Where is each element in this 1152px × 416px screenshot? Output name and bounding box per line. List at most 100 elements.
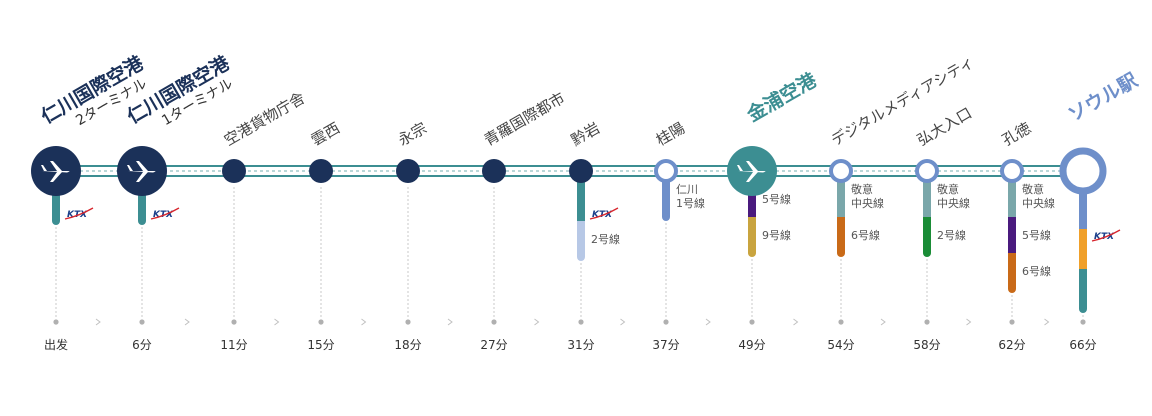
- travel-time: 15分: [307, 338, 334, 352]
- station-marker: [309, 159, 333, 183]
- station-marker: [396, 159, 420, 183]
- travel-time: 66分: [1069, 338, 1096, 352]
- travel-time: 49分: [738, 338, 765, 352]
- timeline-dot: [924, 319, 930, 325]
- station-list: KTX仁川国際空港2ターミナル出发KTX仁川国際空港1ターミナル6分空港貨物庁舎…: [31, 51, 1142, 352]
- airplane-wing-icon: [746, 172, 758, 182]
- timeline-arrow-icon: [705, 318, 711, 326]
- station-name: 空港貨物庁舎: [221, 89, 308, 150]
- airplane-wing-icon: [136, 172, 148, 182]
- station-5[interactable]: 永宗 18分: [394, 119, 430, 352]
- travel-time: 6分: [132, 338, 152, 352]
- travel-time: 31分: [567, 338, 594, 352]
- station-name-group: 孔徳: [999, 119, 1034, 150]
- connection-label: 2号線: [591, 232, 620, 246]
- connection-line-2: [748, 217, 756, 253]
- travel-time-axis: [53, 318, 1086, 326]
- travel-time: 54分: [827, 338, 854, 352]
- timeline-dot: [749, 319, 755, 325]
- timeline-arrow-icon: [1044, 318, 1050, 326]
- station-name: 雲西: [308, 119, 343, 150]
- timeline-dot: [139, 319, 145, 325]
- ktx-swoosh-icon: [1091, 229, 1121, 242]
- connection-cap: [1008, 285, 1016, 293]
- airplane-tail-icon: [737, 165, 743, 171]
- timeline-arrow-icon: [361, 318, 367, 326]
- station-name-group: 桂陽: [653, 119, 688, 150]
- terminal-station-marker: [1059, 147, 1107, 195]
- timeline-arrow-icon: [274, 318, 280, 326]
- connection-cap: [52, 217, 60, 225]
- station-name-group: デジタルメディアシティ: [828, 53, 977, 150]
- airplane-wing-icon: [50, 161, 62, 171]
- station-6[interactable]: 青羅国際都市 27分: [480, 89, 568, 352]
- timeline-dot: [578, 319, 584, 325]
- station-9[interactable]: 5号線 9号線 金浦空港 49分: [727, 68, 821, 352]
- station-name: ソウル駅: [1065, 69, 1143, 127]
- station-name-group: 青羅国際都市: [481, 89, 568, 150]
- connection-label: 6号線: [1022, 264, 1051, 278]
- station-3[interactable]: 空港貨物庁舎 11分: [220, 89, 308, 352]
- travel-time: 58分: [913, 338, 940, 352]
- connection-label: 9号線: [762, 228, 791, 242]
- travel-time: 出发: [44, 337, 68, 352]
- connection-cap: [1079, 305, 1087, 313]
- travel-time: 27分: [480, 338, 507, 352]
- station-marker: [569, 159, 593, 183]
- station-name-group: 金浦空港: [742, 68, 821, 127]
- airplane-wing-icon: [746, 161, 758, 171]
- connection-line-2: [923, 217, 931, 253]
- transfer-station-marker: [1000, 159, 1024, 183]
- connection-cap: [577, 253, 585, 261]
- timeline-arrow-icon: [534, 318, 540, 326]
- connection-cap: [748, 249, 756, 257]
- station-marker: [482, 159, 506, 183]
- connection-label: 5号線: [762, 192, 791, 206]
- connection-label: 敬意: [851, 182, 873, 196]
- timeline-dot: [838, 319, 844, 325]
- station-name-group: 空港貨物庁舎: [221, 89, 308, 150]
- connection-label: 仁川: [676, 183, 698, 196]
- station-name: 桂陽: [653, 119, 688, 150]
- travel-time: 37分: [652, 338, 679, 352]
- connection-label: 中央線: [851, 196, 884, 210]
- connection-cap: [837, 249, 845, 257]
- station-name-group: ソウル駅: [1065, 69, 1143, 127]
- ktx-swoosh-icon: [150, 207, 180, 220]
- timeline-arrow-icon: [95, 318, 101, 326]
- timeline-arrow-icon: [793, 318, 799, 326]
- timeline-arrow-icon: [447, 318, 453, 326]
- connection-line-1: [577, 181, 585, 221]
- station-name: 黔岩: [568, 119, 603, 150]
- station-name-group: 黔岩: [568, 119, 603, 150]
- travel-time: 62分: [998, 338, 1025, 352]
- timeline-arrow-icon: [880, 318, 886, 326]
- ktx-swoosh-icon: [64, 207, 94, 220]
- timeline-dot: [663, 319, 669, 325]
- station-name: 青羅国際都市: [481, 89, 568, 150]
- connection-line-1: [662, 181, 670, 217]
- transfer-station-marker: [915, 159, 939, 183]
- station-4[interactable]: 雲西 15分: [307, 119, 343, 352]
- station-name-group: 永宗: [395, 119, 430, 150]
- airplane-icon: [42, 171, 70, 173]
- timeline-dot: [318, 319, 324, 325]
- station-marker: [222, 159, 246, 183]
- connection-line-1: [837, 181, 845, 217]
- connection-label: 中央線: [1022, 196, 1055, 210]
- connection-label: 6号線: [851, 228, 880, 242]
- connection-label: 2号線: [937, 228, 966, 242]
- timeline-arrow-icon: [966, 318, 972, 326]
- timeline-dot: [405, 319, 411, 325]
- connection-line-1: [138, 181, 146, 221]
- ktx-swoosh-icon: [589, 207, 619, 220]
- connection-line-2: [1079, 229, 1087, 269]
